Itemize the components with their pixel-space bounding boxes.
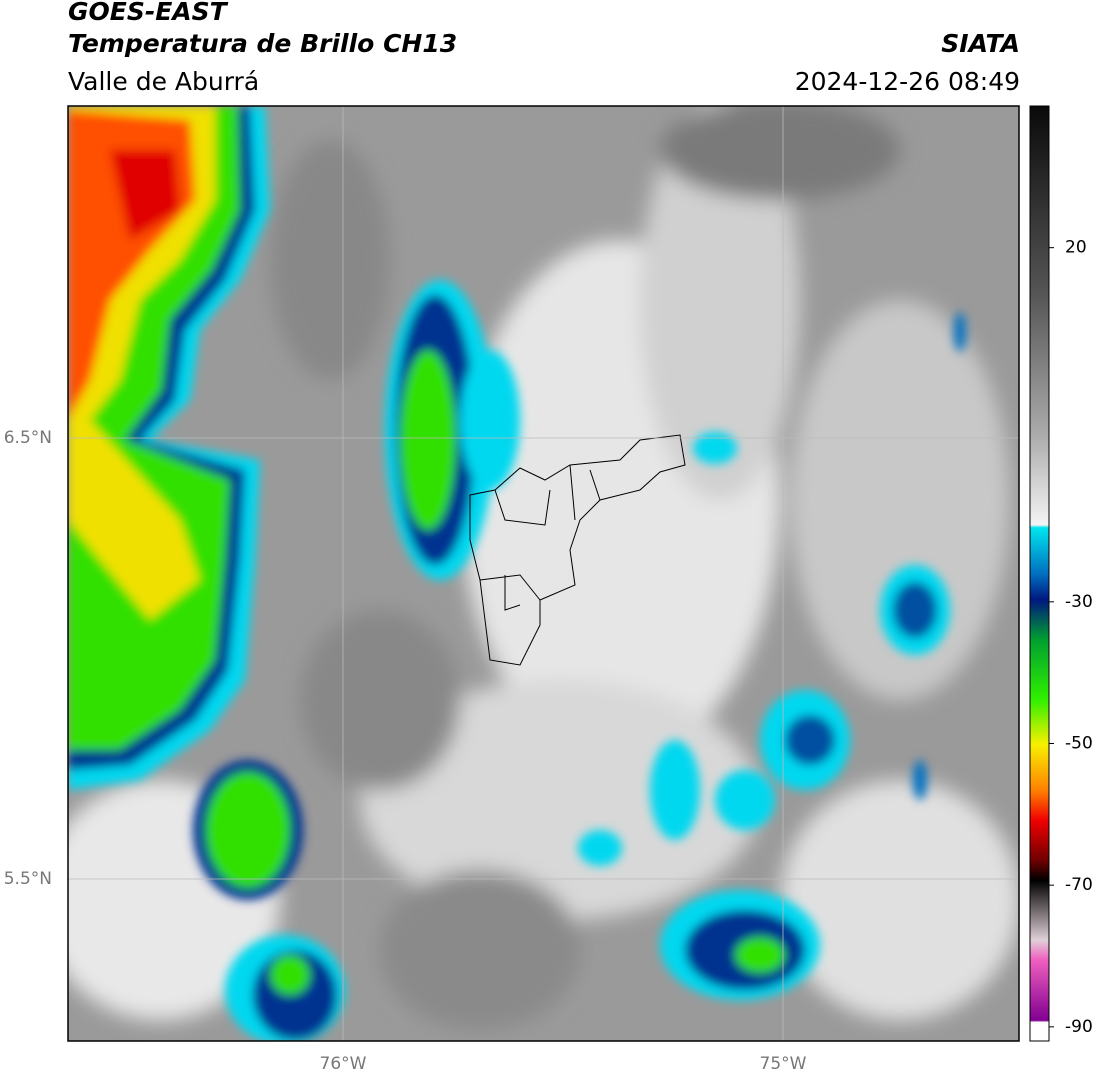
colorbar: [1029, 105, 1050, 1042]
map-frame: [67, 105, 1020, 1042]
lat-label: 5.5°N: [4, 869, 52, 889]
lon-label: 76°W: [320, 1054, 367, 1074]
datetime: 2024-12-26 08:49: [795, 67, 1020, 96]
colorbar-tick-label: -30: [1065, 592, 1093, 612]
lat-label: 6.5°N: [4, 428, 52, 448]
colorbar-tick-label: 20: [1065, 238, 1087, 258]
colorbar-tick-label: -50: [1065, 734, 1093, 754]
source: SIATA: [941, 29, 1020, 58]
colorbar-tick-label: -90: [1065, 1017, 1093, 1037]
title: GOES-EAST: [68, 0, 229, 26]
satellite-image: [68, 106, 1019, 1041]
lon-label: 75°W: [760, 1054, 807, 1074]
subtitle: Temperatura de Brillo CH13: [68, 29, 457, 58]
region: Valle de Aburrá: [68, 67, 259, 96]
colorbar-tick-label: -70: [1065, 875, 1093, 895]
